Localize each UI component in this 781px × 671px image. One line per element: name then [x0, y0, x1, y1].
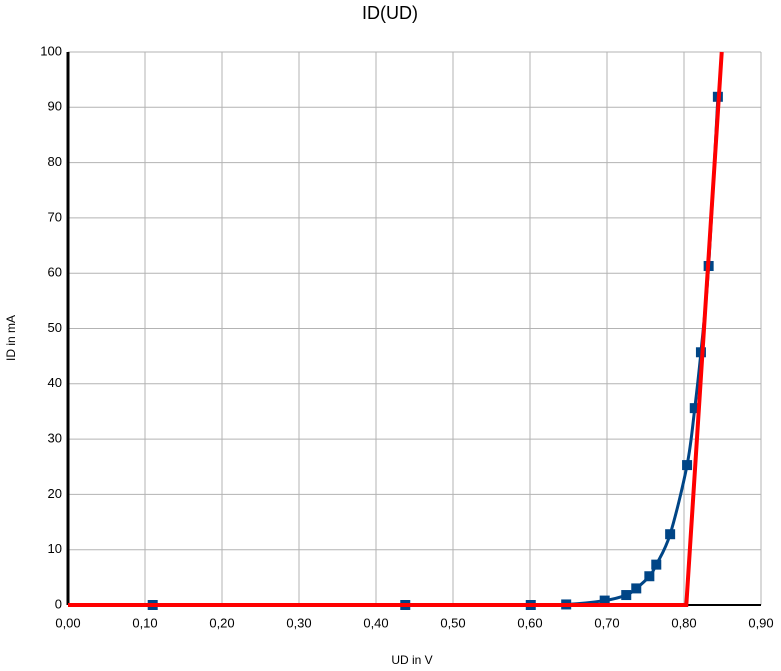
y-tick-label: 40 [48, 375, 62, 390]
x-axis-label: UD in V [391, 653, 432, 667]
y-tick-label: 50 [48, 320, 62, 335]
x-tick-label: 0,00 [55, 615, 80, 630]
data-point [644, 571, 655, 582]
y-tick-label: 90 [48, 99, 62, 114]
data-point [631, 583, 642, 594]
data-point [621, 590, 632, 601]
x-tick-label: 0,60 [517, 615, 542, 630]
x-tick-label: 0,30 [286, 615, 311, 630]
series-line [152, 96, 720, 607]
data-point [689, 403, 700, 414]
y-tick-label: 80 [48, 154, 62, 169]
y-axis-label: ID in mA [4, 315, 18, 361]
series-line [68, 51, 724, 607]
data-point [665, 529, 676, 540]
y-tick-label: 60 [48, 265, 62, 280]
x-tick-label: 0,90 [748, 615, 773, 630]
x-tick-label: 0,80 [671, 615, 696, 630]
chart-title: ID(UD) [362, 3, 418, 23]
y-tick-label: 10 [48, 541, 62, 556]
x-tick-label: 0,20 [209, 615, 234, 630]
data-point [599, 595, 610, 606]
data-point [651, 559, 662, 570]
y-tick-label: 0 [55, 596, 62, 611]
x-tick-label: 0,40 [363, 615, 388, 630]
x-tick-label: 0,10 [132, 615, 157, 630]
y-tick-label: 30 [48, 431, 62, 446]
x-tick-label: 0,50 [440, 615, 465, 630]
x-tick-label: 0,70 [594, 615, 619, 630]
y-tick-label: 100 [40, 43, 62, 58]
y-tick-label: 70 [48, 209, 62, 224]
data-point [682, 460, 693, 471]
y-tick-label: 20 [48, 486, 62, 501]
